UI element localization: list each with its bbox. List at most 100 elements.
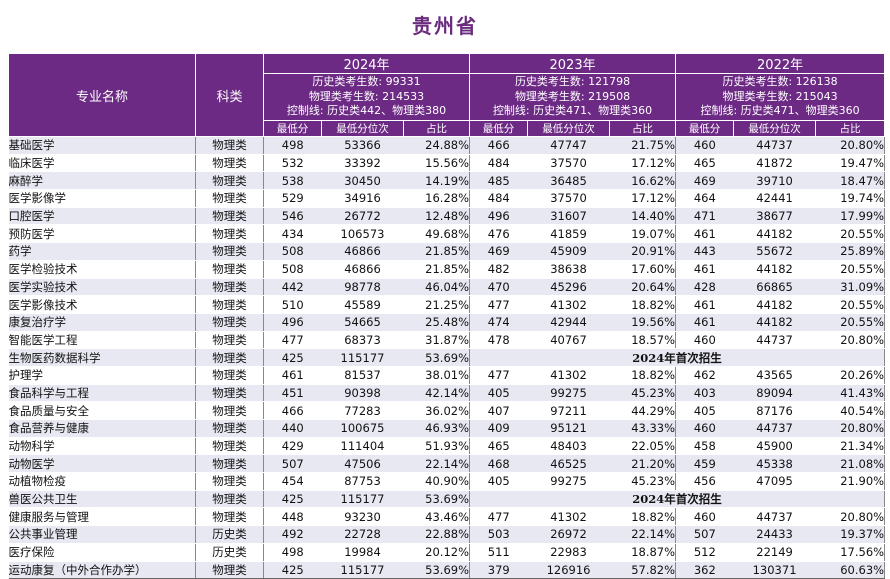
ratio-cell: 15.56% xyxy=(403,154,471,173)
min-score-cell: 379 xyxy=(469,561,528,579)
min-rank-cell: 45338 xyxy=(733,454,816,474)
year-2024-header: 2024年 xyxy=(262,53,471,74)
ratio-cell: 20.26% xyxy=(815,366,886,385)
min-score-cell: 512 xyxy=(675,543,734,562)
min-score-cell: 503 xyxy=(469,525,528,544)
ratio-cell: 31.87% xyxy=(403,331,471,350)
min-score-cell: 532 xyxy=(263,154,322,173)
min-score-cell: 454 xyxy=(263,472,322,491)
min-score-cell: 451 xyxy=(263,384,322,403)
major-name-cell: 医学影像技术 xyxy=(8,295,196,314)
min-rank-cell: 38638 xyxy=(527,260,610,279)
min-rank-cell: 41302 xyxy=(527,295,610,314)
table-row: 医学实验技术 物理类 442 98778 46.04% 470 45296 20.64% 428… xyxy=(8,278,886,297)
min-score-cell: 477 xyxy=(469,507,528,527)
ratio-cell: 40.54% xyxy=(815,401,886,420)
ratio-cell: 19.56% xyxy=(609,313,677,332)
table-row: 兽医公共卫生 物理类 425 115177 53.69% 2024年首次招生 xyxy=(8,490,886,509)
ratio-cell: 45.23% xyxy=(609,472,677,491)
page-title: 贵州省 xyxy=(412,14,478,38)
min-rank-cell: 93230 xyxy=(321,507,404,527)
major-name-cell: 生物医药数据科学 xyxy=(8,348,196,367)
major-name-cell: 健康服务与管理 xyxy=(8,507,196,527)
ratio-cell: 43.46% xyxy=(403,507,471,527)
category-cell: 物理类 xyxy=(195,260,264,279)
min-rank-cell: 22149 xyxy=(733,543,816,562)
history-candidates: 历史类考生数: 99331 xyxy=(312,75,421,89)
ratio-cell: 17.12% xyxy=(609,189,677,208)
min-score-cell: 508 xyxy=(263,260,322,279)
min-rank-cell: 41302 xyxy=(527,507,610,527)
control-line: 控制线: 历史类442、物理类380 xyxy=(286,104,447,118)
ratio-cell: 20.64% xyxy=(609,278,677,297)
min-rank-cell: 30450 xyxy=(321,171,404,191)
category-cell: 物理类 xyxy=(195,171,264,191)
min-rank-cell: 31607 xyxy=(527,207,610,226)
ratio-cell: 45.23% xyxy=(609,384,677,403)
ratio-cell: 14.40% xyxy=(609,207,677,226)
major-name-cell: 医学检验技术 xyxy=(8,260,196,279)
min-score-cell: 460 xyxy=(675,331,734,350)
min-score-cell: 428 xyxy=(675,278,734,297)
table-row: 医学检验技术 物理类 508 46866 21.85% 482 38638 17.60% 461… xyxy=(8,260,886,279)
min-rank-cell: 26772 xyxy=(321,207,404,226)
ratio-cell: 18.82% xyxy=(609,366,677,385)
min-score-cell: 440 xyxy=(263,419,322,438)
min-score-cell: 443 xyxy=(675,242,734,261)
min-rank-cell: 48403 xyxy=(527,437,610,456)
min-rank-cell: 44737 xyxy=(733,331,816,350)
min-rank-cell: 44737 xyxy=(733,419,816,438)
table-row: 药学 物理类 508 46866 21.85% 469 45909 20.91% 443 5567… xyxy=(8,242,886,261)
min-score-cell: 477 xyxy=(469,366,528,385)
major-name-cell: 护理学 xyxy=(8,366,196,385)
table-row: 临床医学 物理类 532 33392 15.56% 484 37570 17.12% 465 41… xyxy=(8,154,886,173)
min-score-cell: 477 xyxy=(469,295,528,314)
ratio-cell: 42.14% xyxy=(403,384,471,403)
ratio-cell: 20.55% xyxy=(815,295,886,314)
first-enrollment-note: 2024年首次招生 xyxy=(469,490,886,509)
min-score-cell: 425 xyxy=(263,348,322,367)
category-cell: 物理类 xyxy=(195,154,264,173)
min-score-cell: 464 xyxy=(675,189,734,208)
major-name-cell: 康复治疗学 xyxy=(8,313,196,332)
ratio-cell: 51.93% xyxy=(403,437,471,456)
min-rank-cell: 47095 xyxy=(733,472,816,491)
min-score-cell: 465 xyxy=(675,154,734,173)
category-cell: 历史类 xyxy=(195,525,264,544)
control-line: 控制线: 历史类471、物理类360 xyxy=(492,104,653,118)
physics-candidates: 物理类考生数: 214533 xyxy=(308,89,425,103)
min-score-cell: 462 xyxy=(675,366,734,385)
major-name-cell: 基础医学 xyxy=(8,136,196,155)
min-rank-cell: 44182 xyxy=(733,295,816,314)
table-row: 食品质量与安全 物理类 466 77283 36.02% 407 97211 44.29% 40… xyxy=(8,401,886,420)
min-score-cell: 498 xyxy=(263,136,322,155)
ratio-cell: 21.25% xyxy=(403,295,471,314)
min-rank-cell: 43565 xyxy=(733,366,816,385)
category-cell: 物理类 xyxy=(195,490,264,509)
ratio-cell: 25.89% xyxy=(815,242,886,261)
ratio-cell: 20.80% xyxy=(815,419,886,438)
min-score-cell: 458 xyxy=(675,437,734,456)
major-name-cell: 食品质量与安全 xyxy=(8,401,196,420)
min-score-header: 最低分 xyxy=(263,120,322,137)
table-row: 医学影像技术 物理类 510 45589 21.25% 477 41302 18.82% 461… xyxy=(8,295,886,314)
ratio-header: 占比 xyxy=(815,120,886,137)
min-rank-cell: 81537 xyxy=(321,366,404,385)
table-row: 医学影像学 物理类 529 34916 16.28% 484 37570 17.12% 464 4… xyxy=(8,189,886,208)
min-score-cell: 407 xyxy=(469,401,528,420)
category-cell: 物理类 xyxy=(195,295,264,314)
major-name-cell: 兽医公共卫生 xyxy=(8,490,196,509)
major-name-cell: 运动康复（中外合作办学） xyxy=(8,561,196,579)
min-rank-cell: 41872 xyxy=(733,154,816,173)
ratio-cell: 14.19% xyxy=(403,171,471,191)
ratio-cell: 12.48% xyxy=(403,207,471,226)
table-row: 医疗保险 历史类 498 19984 20.12% 511 22983 18.87% 512 22… xyxy=(8,543,886,562)
min-rank-cell: 46866 xyxy=(321,260,404,279)
min-rank-cell: 95121 xyxy=(527,419,610,438)
ratio-cell: 22.88% xyxy=(403,525,471,544)
min-rank-cell: 44737 xyxy=(733,136,816,155)
min-score-cell: 510 xyxy=(263,295,322,314)
major-header: 专业名称 xyxy=(8,53,196,137)
min-score-cell: 508 xyxy=(263,242,322,261)
min-rank-cell: 19984 xyxy=(321,543,404,562)
